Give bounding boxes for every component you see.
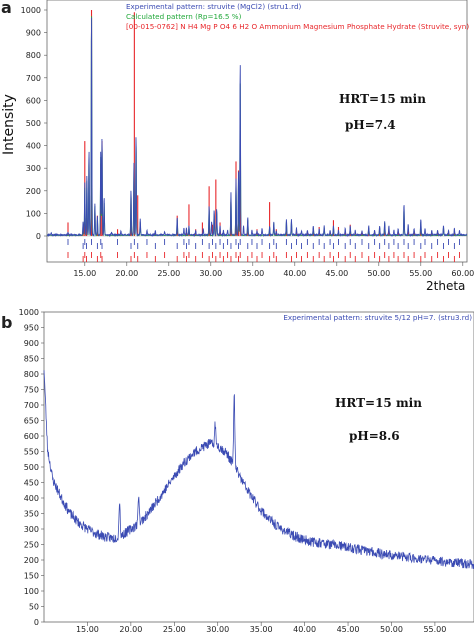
panel-b-y-tick-label: 150 (24, 572, 39, 581)
panel-b-y-tick-label: 1000 (19, 308, 39, 317)
panel-a-experimental-series-line (46, 17, 468, 238)
panel-b-y-tick-label: 700 (24, 401, 39, 410)
panel-b-y-axis: 0 50 100 150 200 250 300 350 400 450 500 550 600 650 7… (19, 308, 44, 627)
panel-b-x-tick-label: 25.00 (163, 625, 186, 634)
panel-b-x-axis: 15.00 20.00 25.00 30.00 35.00 40.00 45.00 50.00… (76, 622, 446, 634)
panel-b-y-tick-label: 250 (24, 541, 39, 550)
panel-a: a 0 100 200 300 400 500 600 700 800 900 1000 15.00… (1, 0, 474, 293)
panel-a-tick-marks (67, 239, 460, 262)
panel-b-y-tick-label: 300 (24, 525, 39, 534)
panel-b-x-tick-label: 30.00 (206, 625, 229, 634)
panel-a-letter: a (1, 0, 12, 17)
panel-b-y-tick-label: 400 (24, 494, 39, 503)
panel-a-x-tick-label: 40.00 (283, 269, 306, 278)
panel-a-y-tick-label: 800 (26, 51, 41, 60)
panel-b-y-tick-label: 550 (24, 448, 39, 457)
panel-a-y-tick-label: 300 (26, 164, 41, 173)
panel-a-y-tick-label: 400 (26, 142, 41, 151)
panel-a-annotation-hrt: HRT=15 min (339, 92, 426, 106)
panel-b-x-tick-label: 45.00 (337, 625, 360, 634)
panel-b-y-tick-label: 900 (24, 339, 39, 348)
panel-a-y-tick-label: 0 (36, 232, 41, 241)
panel-a-legend-reference: [00-015-0762] N H4 Mg P O4 6 H2 O Ammoni… (126, 22, 469, 31)
panel-b-x-tick-label: 15.00 (76, 625, 99, 634)
panel-a-y-tick-label: 700 (26, 74, 41, 83)
panel-b-annotation-hrt: HRT=15 min (335, 396, 422, 410)
panel-b-y-tick-label: 200 (24, 556, 39, 565)
panel-b-y-tick-label: 800 (24, 370, 39, 379)
panel-b-y-tick-label: 850 (24, 355, 39, 364)
panel-a-x-tick-label: 25.00 (157, 269, 180, 278)
panel-b-x-tick-label: 35.00 (250, 625, 273, 634)
panel-a-x-tick-label: 20.00 (115, 269, 138, 278)
panel-a-y-axis: 0 100 200 300 400 500 600 700 800 900 1000 (21, 6, 47, 241)
panel-a-y-tick-label: 1000 (21, 6, 41, 15)
panel-b: b 0 50 100 150 200 250 300 350 400 450 500 550 600 65… (1, 308, 474, 634)
panel-a-legend-calculated: Calculated pattern (Rp=16.5 %) (126, 12, 242, 21)
panel-b-x-tick-label: 55.00 (423, 625, 446, 634)
panel-b-experimental-series-line (43, 370, 474, 569)
panel-b-y-tick-label: 600 (24, 432, 39, 441)
panel-a-legend: Experimental pattern: struvite (MgCl2) (… (126, 2, 469, 31)
panel-a-y-tick-label: 500 (26, 119, 41, 128)
panel-b-x-tick-label: 20.00 (119, 625, 142, 634)
panel-a-x-tick-label: 60.00 (451, 269, 474, 278)
panel-b-y-tick-label: 950 (24, 324, 39, 333)
panel-b-y-tick-label: 750 (24, 386, 39, 395)
panel-a-y-tick-label: 900 (26, 29, 41, 38)
panel-b-x-tick-label: 40.00 (293, 625, 316, 634)
panel-a-y-label: Intensity (1, 94, 17, 155)
panel-a-x-tick-label: 15.00 (73, 269, 96, 278)
panel-b-y-tick-label: 0 (34, 618, 39, 627)
panel-b-y-tick-label: 650 (24, 417, 39, 426)
panel-b-y-tick-label: 100 (24, 587, 39, 596)
panel-b-x-tick-label: 50.00 (380, 625, 403, 634)
panel-a-annotation-ph: pH=7.4 (345, 118, 396, 132)
panel-a-x-label: 2theta (426, 279, 465, 293)
panel-b-legend-experimental: Experimental pattern: struvite 5/12 pH=7… (283, 313, 472, 322)
panel-a-x-tick-label: 30.00 (199, 269, 222, 278)
panel-a-x-tick-label: 50.00 (367, 269, 390, 278)
panel-b-y-tick-label: 450 (24, 479, 39, 488)
panel-b-letter: b (1, 313, 12, 332)
panel-b-y-tick-label: 500 (24, 463, 39, 472)
panel-a-y-tick-label: 100 (26, 209, 41, 218)
panel-a-y-tick-label: 200 (26, 187, 41, 196)
panel-b-y-tick-label: 50 (29, 603, 39, 612)
panel-a-x-tick-label: 45.00 (325, 269, 348, 278)
panel-a-x-axis: 15.00 20.00 25.00 30.00 35.00 40.00 45.00 50.00… (73, 262, 474, 278)
panel-a-legend-experimental: Experimental pattern: struvite (MgCl2) (… (126, 2, 302, 11)
panel-a-x-tick-label: 55.00 (409, 269, 432, 278)
panel-a-plot-area (46, 0, 468, 263)
panel-b-plot-area (43, 311, 474, 623)
panel-b-y-tick-label: 350 (24, 510, 39, 519)
panel-a-x-tick-label: 35.00 (241, 269, 264, 278)
panel-b-annotation-ph: pH=8.6 (349, 429, 400, 443)
panel-a-y-tick-label: 600 (26, 96, 41, 105)
